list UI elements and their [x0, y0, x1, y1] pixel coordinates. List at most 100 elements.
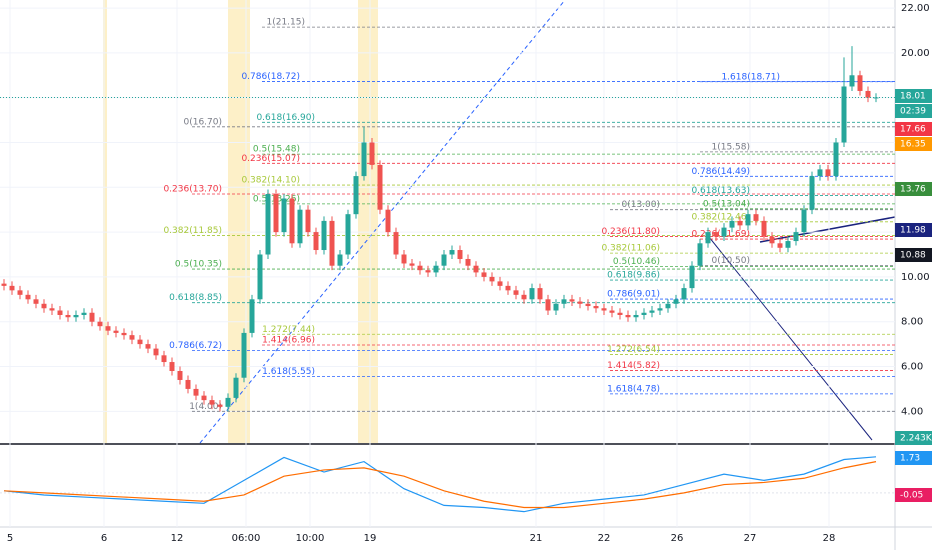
candle-body	[721, 227, 727, 237]
x-tick-label: 27	[744, 533, 757, 544]
candle-body	[353, 176, 359, 215]
x-tick-label: 5	[7, 533, 13, 544]
candle-body	[857, 75, 863, 91]
candle-body	[273, 194, 279, 233]
candle-body	[673, 299, 679, 304]
candle-body	[545, 299, 551, 311]
candle-body	[281, 198, 287, 233]
price-tag	[895, 451, 932, 465]
x-tick-label: 19	[364, 533, 377, 544]
candle-body	[625, 314, 631, 318]
candle-body	[633, 314, 639, 318]
candle-body	[25, 294, 31, 300]
candle-body	[729, 220, 735, 228]
x-tick-label: 12	[171, 533, 184, 544]
candle-body	[153, 348, 159, 356]
price-tag	[895, 137, 932, 151]
fib-label: 0.382(11.06)	[601, 244, 660, 254]
candle-body	[241, 332, 247, 378]
candle-body	[65, 314, 71, 318]
price-tag	[895, 104, 932, 118]
macd-line	[3, 456, 877, 513]
fib-label: 0.382(11.85)	[163, 226, 222, 236]
fib-label: 0.786(9.01)	[607, 290, 660, 300]
candle-body	[361, 142, 367, 177]
candle-body	[337, 254, 343, 266]
candle-body	[97, 321, 103, 327]
candle-body	[793, 232, 799, 242]
price-tag	[895, 89, 932, 103]
price-tag-label: 02:39	[900, 107, 926, 117]
candle-body	[505, 285, 511, 291]
price-tag	[895, 122, 932, 136]
candle-body	[393, 232, 399, 255]
candle-body	[777, 243, 783, 248]
fib-label: 0(16.70)	[183, 117, 222, 127]
candle-body	[137, 339, 143, 345]
candle-body	[769, 236, 775, 244]
x-tick-label: 28	[823, 533, 836, 544]
price-tag	[895, 182, 932, 196]
candle-body	[321, 220, 327, 251]
trend-line	[199, 0, 566, 444]
candle-body	[521, 294, 527, 300]
candle-body	[681, 288, 687, 300]
candle-body	[609, 310, 615, 313]
candle-body	[665, 303, 671, 309]
candle-body	[865, 90, 871, 98]
fib-label: 1.414(5.82)	[607, 361, 660, 371]
candle-body	[249, 299, 255, 333]
fib-label: 0.786(18.72)	[241, 72, 300, 82]
candle-body	[1, 283, 7, 286]
candle-body	[809, 176, 815, 210]
candle-body	[417, 265, 423, 271]
candle-body	[529, 288, 535, 300]
candle-body	[121, 332, 127, 336]
session-band	[358, 0, 378, 443]
price-tag-label: 10.88	[900, 251, 926, 261]
candle-body	[17, 290, 23, 295]
fib-label: 1.414(6.96)	[262, 336, 315, 346]
y-tick-label: 4.00	[901, 406, 923, 417]
candle-body	[57, 310, 63, 315]
y-tick-label: 8.00	[901, 317, 923, 328]
candle-body	[161, 355, 167, 363]
x-tick-label: 21	[530, 533, 543, 544]
candle-body	[689, 265, 695, 289]
price-tag	[895, 248, 932, 262]
candle-body	[801, 209, 807, 233]
fib-label: 0.382(14.10)	[241, 176, 300, 186]
candle-body	[657, 308, 663, 311]
candle-body	[473, 265, 479, 273]
candle-body	[113, 330, 119, 333]
fib-label: 0.618(9.86)	[607, 271, 660, 281]
candle-body	[785, 241, 791, 248]
candle-body	[401, 254, 407, 264]
candle-body	[825, 169, 831, 177]
candle-body	[433, 265, 439, 273]
candle-body	[329, 220, 335, 266]
candle-body	[377, 164, 383, 210]
candle-body	[345, 214, 351, 255]
candle-body	[465, 258, 471, 266]
candle-body	[497, 281, 503, 286]
candle-body	[409, 263, 415, 266]
fib-label: 1.272(7.44)	[262, 325, 315, 335]
price-tag-label: 1.73	[900, 454, 920, 464]
candle-body	[553, 303, 559, 311]
candle-body	[257, 254, 263, 300]
candle-body	[713, 232, 719, 237]
candle-body	[193, 388, 199, 396]
price-tag-label: -0.05	[900, 491, 923, 501]
fib-label: 0.236(15.07)	[241, 154, 300, 164]
candle-body	[233, 377, 239, 398]
candle-body	[457, 250, 463, 259]
candle-body	[561, 299, 567, 304]
candle-body	[617, 312, 623, 315]
fib-label: 0.236(11.80)	[601, 227, 660, 237]
price-tag	[895, 488, 932, 502]
candle-body	[569, 299, 575, 302]
candle-body	[385, 209, 391, 233]
trend-line	[759, 216, 896, 243]
macd-line	[3, 461, 877, 509]
